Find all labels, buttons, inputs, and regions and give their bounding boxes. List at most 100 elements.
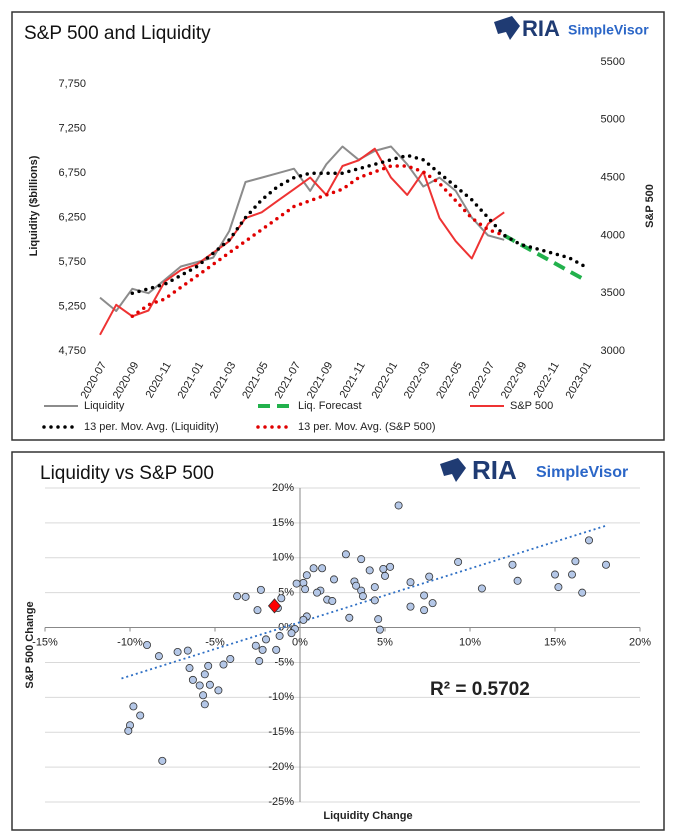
scatter-point xyxy=(585,536,594,545)
y-tick-label: 7,250 xyxy=(58,123,86,135)
series-line xyxy=(130,153,587,295)
scatter-point xyxy=(154,652,163,661)
scatter-point xyxy=(287,629,296,638)
y-axis-title: Liquidity ($billions) xyxy=(28,155,40,256)
y-tick-label: -20% xyxy=(268,761,294,773)
y-tick-label: 5,750 xyxy=(58,256,86,268)
scatter-point xyxy=(380,571,389,580)
scatter-point xyxy=(256,585,265,594)
scatter-point xyxy=(551,570,560,579)
scatter-point xyxy=(406,578,415,587)
scatter-point xyxy=(341,550,350,559)
legend-label: Liq. Forecast xyxy=(298,400,362,412)
scatter-point xyxy=(329,575,338,584)
y-axis-title: S&P 500 Change xyxy=(24,601,36,688)
scatter-point xyxy=(200,700,209,709)
scatter-point xyxy=(425,572,434,581)
scatter-point xyxy=(275,631,284,640)
scatter-point xyxy=(136,711,145,720)
scatter-point xyxy=(272,645,281,654)
scatter-point xyxy=(219,660,228,669)
scatter-point xyxy=(301,585,310,594)
series-line xyxy=(99,147,505,336)
scatter-point xyxy=(370,583,379,592)
scatter-point xyxy=(255,657,264,666)
y-tick-label: 15% xyxy=(272,517,294,529)
scatter-point xyxy=(205,680,214,689)
scatter-point xyxy=(302,571,311,580)
y-tick-label: 7,750 xyxy=(58,78,86,90)
chart-title: S&P 500 and Liquidity xyxy=(24,23,211,44)
scatter-point xyxy=(379,564,388,573)
logo-brand: RIA xyxy=(522,16,560,41)
x-tick-label: 10% xyxy=(459,636,481,648)
scatter-point xyxy=(375,625,384,634)
y-tick-label: -5% xyxy=(274,656,294,668)
scatter-point xyxy=(226,654,235,663)
y-tick-label: 10% xyxy=(272,552,294,564)
scatter-point xyxy=(200,670,209,679)
scatter-point xyxy=(454,557,463,566)
scatter-point xyxy=(358,592,367,601)
scatter-point xyxy=(129,702,138,711)
scatter-point xyxy=(261,635,270,644)
scatter-point xyxy=(309,564,318,573)
scatter-point xyxy=(386,562,395,571)
scatter-point xyxy=(554,583,563,592)
scatter-point xyxy=(299,615,308,624)
logo-sub: SimpleVisor xyxy=(536,464,628,481)
scatter-point xyxy=(428,599,437,608)
scatter-point xyxy=(292,579,301,588)
y2-tick-label: 4500 xyxy=(601,172,625,184)
y2-tick-label: 5500 xyxy=(601,56,625,68)
scatter-point xyxy=(406,602,415,611)
scatter-point xyxy=(185,664,194,673)
scatter-point xyxy=(251,641,260,650)
x-tick-label: -10% xyxy=(117,636,143,648)
logo-icon xyxy=(440,458,466,482)
scatter-point xyxy=(204,661,213,670)
scatter-point xyxy=(195,681,204,690)
legend-label: Liquidity xyxy=(84,400,125,412)
scatter-point xyxy=(258,645,267,654)
x-tick-label: -5% xyxy=(205,636,225,648)
scatter-point xyxy=(602,560,611,569)
y2-tick-label: 5000 xyxy=(601,114,625,126)
annotation: R² = 0.5702 xyxy=(430,679,530,700)
scatter-point xyxy=(352,581,361,590)
scatter-point xyxy=(233,592,242,601)
legend-label: S&P 500 xyxy=(510,400,553,412)
series-line xyxy=(99,145,505,312)
scatter-point xyxy=(312,588,321,597)
x-tick-label: -15% xyxy=(32,636,58,648)
scatter-point xyxy=(277,594,286,603)
scatter-point xyxy=(513,576,522,585)
logo-brand: RIA xyxy=(472,455,517,485)
scatter-point xyxy=(318,564,327,573)
x-tick-label: 5% xyxy=(377,636,393,648)
scatter-point xyxy=(477,584,486,593)
x-tick-label: 20% xyxy=(629,636,651,648)
y2-axis-title: S&P 500 xyxy=(644,184,656,228)
scatter-point xyxy=(214,686,223,695)
y-tick-label: -25% xyxy=(268,796,294,808)
scatter-point xyxy=(124,726,133,735)
y-tick-label: 5,250 xyxy=(58,300,86,312)
scatter-point xyxy=(328,597,337,606)
x-tick-label: 15% xyxy=(544,636,566,648)
scatter-point xyxy=(578,588,587,597)
y-tick-label: 4,750 xyxy=(58,345,86,357)
logo-sub: SimpleVisor xyxy=(568,22,649,38)
legend-label: 13 per. Mov. Avg. (S&P 500) xyxy=(298,421,436,433)
panel-frame xyxy=(11,451,665,831)
scatter-point xyxy=(142,641,151,650)
scatter-point xyxy=(253,606,262,615)
scatter-point xyxy=(508,560,517,569)
y-tick-label: 20% xyxy=(272,482,294,494)
y2-tick-label: 3000 xyxy=(601,345,625,357)
scatter-point xyxy=(357,555,366,564)
y-tick-label: 6,250 xyxy=(58,212,86,224)
legend-label: 13 per. Mov. Avg. (Liquidity) xyxy=(84,421,219,433)
